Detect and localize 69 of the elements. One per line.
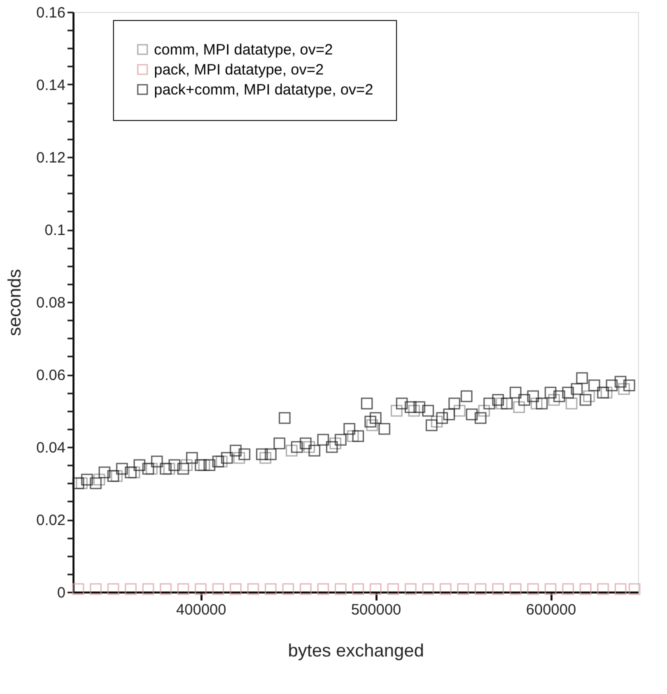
point <box>93 474 106 486</box>
point <box>107 583 120 595</box>
point <box>124 583 137 595</box>
point <box>408 404 420 417</box>
point <box>90 583 102 595</box>
point <box>527 583 539 595</box>
legend-label: pack+comm, MPI datatype, ov=2 <box>154 82 374 98</box>
point <box>430 416 443 428</box>
point <box>334 583 347 595</box>
point <box>282 583 294 595</box>
y-tick-label: 0.02 <box>36 512 66 529</box>
y-tick-label: 0.12 <box>36 150 66 166</box>
point <box>212 583 224 595</box>
y-axis-title: seconds <box>4 268 24 336</box>
y-tick-label: 0.1 <box>44 222 66 239</box>
point <box>583 390 595 402</box>
legend-label: pack, MPI datatype, ov=2 <box>154 62 324 78</box>
point <box>510 583 522 595</box>
point <box>230 583 242 595</box>
point <box>530 398 542 410</box>
point <box>566 398 578 410</box>
point <box>180 459 193 472</box>
point <box>614 583 626 595</box>
point <box>618 383 630 395</box>
legend-label: comm, MPI datatype, ov=2 <box>154 42 333 58</box>
point <box>597 583 609 595</box>
point <box>562 583 574 595</box>
point <box>247 583 260 595</box>
point <box>264 583 277 595</box>
point <box>478 404 490 417</box>
y-tick-label: 0.08 <box>36 294 66 312</box>
y-tick-label: 0.16 <box>36 4 66 22</box>
point <box>492 583 504 595</box>
point <box>286 444 298 457</box>
point <box>580 583 592 595</box>
point <box>628 583 640 595</box>
x-tick-label: 600000 <box>526 602 576 618</box>
y-tick-label: 0.14 <box>36 77 66 94</box>
y-tick-label: 0 <box>57 584 66 602</box>
point <box>303 441 316 453</box>
point <box>370 583 382 595</box>
point <box>513 401 525 414</box>
y-tick-label: 0.06 <box>36 367 66 384</box>
point <box>422 583 434 595</box>
point <box>390 404 402 417</box>
point <box>142 583 154 595</box>
x-axis-title: bytes exchanged <box>288 640 424 660</box>
point <box>387 583 399 595</box>
point <box>366 419 378 432</box>
point <box>404 583 416 595</box>
point <box>474 583 486 595</box>
point <box>544 583 556 595</box>
point <box>177 583 190 595</box>
point <box>440 583 452 595</box>
point <box>496 398 508 410</box>
point <box>194 583 207 595</box>
point <box>233 452 246 464</box>
point <box>317 583 330 595</box>
point <box>260 452 272 464</box>
point <box>72 583 84 595</box>
x-tick-label: 400000 <box>176 602 226 618</box>
x-tick-label: 500000 <box>351 602 402 618</box>
y-tick-label: 0.04 <box>36 440 66 456</box>
point <box>300 583 312 595</box>
point <box>329 437 342 450</box>
point <box>352 583 364 595</box>
point <box>457 583 469 595</box>
point <box>160 583 172 595</box>
point <box>548 394 560 406</box>
